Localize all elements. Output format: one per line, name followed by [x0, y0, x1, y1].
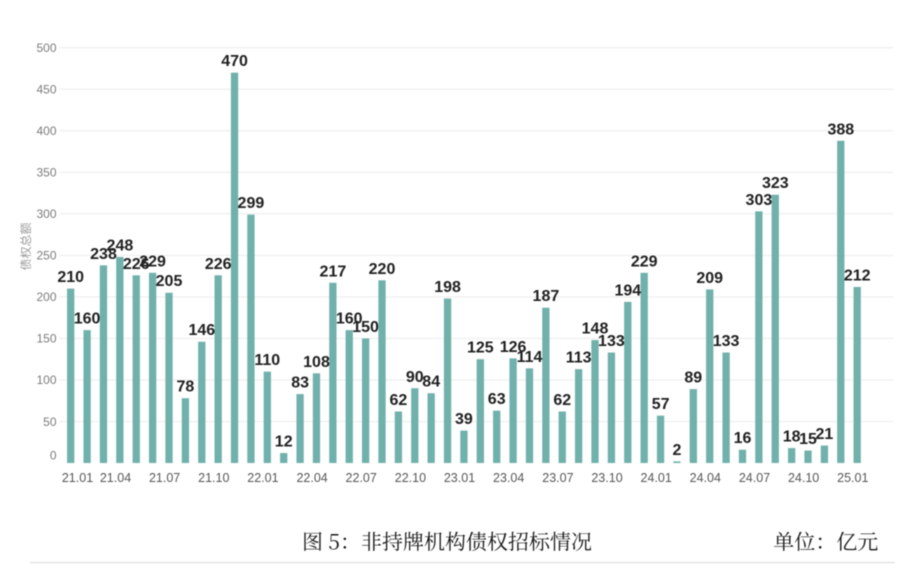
- svg-text:150: 150: [36, 332, 56, 346]
- svg-text:248: 248: [107, 238, 134, 255]
- svg-text:400: 400: [36, 124, 56, 138]
- svg-text:22.04: 22.04: [296, 471, 327, 485]
- svg-text:205: 205: [156, 273, 183, 290]
- svg-text:133: 133: [713, 333, 740, 350]
- svg-text:250: 250: [36, 249, 56, 263]
- svg-text:84: 84: [422, 374, 440, 391]
- svg-text:22.07: 22.07: [346, 471, 377, 485]
- svg-text:226: 226: [123, 256, 150, 273]
- svg-text:0: 0: [50, 449, 57, 463]
- svg-text:21.07: 21.07: [149, 471, 180, 485]
- svg-text:23.04: 23.04: [493, 471, 524, 485]
- svg-text:24.07: 24.07: [739, 471, 770, 485]
- svg-text:21: 21: [816, 426, 834, 443]
- svg-text:150: 150: [352, 319, 379, 336]
- svg-text:210: 210: [57, 269, 84, 286]
- svg-text:187: 187: [533, 288, 560, 305]
- svg-text:21.10: 21.10: [198, 471, 229, 485]
- svg-text:450: 450: [36, 83, 56, 97]
- svg-text:24.10: 24.10: [788, 471, 819, 485]
- svg-text:229: 229: [631, 253, 658, 270]
- svg-text:212: 212: [844, 267, 871, 284]
- svg-text:24.01: 24.01: [641, 471, 672, 485]
- svg-text:78: 78: [177, 379, 195, 396]
- svg-text:62: 62: [553, 392, 571, 409]
- svg-text:90: 90: [406, 369, 424, 386]
- svg-text:350: 350: [36, 166, 56, 180]
- svg-text:23.01: 23.01: [444, 471, 475, 485]
- svg-text:303: 303: [746, 192, 773, 209]
- svg-text:113: 113: [566, 350, 592, 367]
- svg-text:39: 39: [455, 411, 473, 428]
- svg-text:238: 238: [90, 246, 117, 263]
- svg-text:148: 148: [582, 321, 609, 338]
- svg-text:24.04: 24.04: [690, 471, 721, 485]
- svg-text:22.01: 22.01: [247, 471, 278, 485]
- svg-text:194: 194: [614, 282, 641, 299]
- svg-text:209: 209: [696, 270, 723, 287]
- svg-text:226: 226: [205, 256, 232, 273]
- svg-text:83: 83: [291, 375, 309, 392]
- svg-text:160: 160: [74, 311, 101, 328]
- svg-text:323: 323: [762, 175, 789, 192]
- svg-text:62: 62: [390, 392, 408, 409]
- svg-text:108: 108: [303, 354, 330, 371]
- svg-text:50: 50: [43, 415, 57, 429]
- svg-text:299: 299: [238, 195, 265, 212]
- svg-text:200: 200: [36, 290, 56, 304]
- svg-text:100: 100: [36, 373, 56, 387]
- svg-text:25.01: 25.01: [837, 471, 868, 485]
- svg-text:388: 388: [827, 121, 854, 138]
- svg-text:217: 217: [320, 263, 347, 280]
- svg-text:21.04: 21.04: [100, 471, 131, 485]
- svg-text:126: 126: [500, 339, 527, 356]
- svg-text:89: 89: [684, 370, 702, 387]
- svg-text:23.07: 23.07: [542, 471, 573, 485]
- svg-text:160: 160: [336, 311, 363, 328]
- svg-text:63: 63: [488, 391, 506, 408]
- svg-text:21.01: 21.01: [62, 471, 93, 485]
- svg-text:18: 18: [783, 429, 801, 446]
- svg-text:2: 2: [672, 442, 681, 459]
- svg-text:125: 125: [467, 340, 494, 357]
- svg-text:133: 133: [598, 333, 625, 350]
- svg-text:300: 300: [36, 207, 56, 221]
- svg-text:15: 15: [799, 431, 817, 448]
- svg-text:23.10: 23.10: [591, 471, 622, 485]
- svg-text:110: 110: [254, 352, 280, 369]
- svg-text:198: 198: [434, 279, 461, 296]
- svg-text:500: 500: [36, 41, 56, 55]
- svg-text:229: 229: [139, 253, 166, 270]
- svg-text:57: 57: [652, 396, 670, 413]
- svg-text:114: 114: [517, 349, 543, 366]
- svg-text:16: 16: [734, 430, 752, 447]
- svg-text:220: 220: [369, 261, 396, 278]
- svg-text:12: 12: [275, 434, 293, 451]
- svg-text:22.10: 22.10: [395, 471, 426, 485]
- svg-text:146: 146: [188, 322, 215, 339]
- svg-text:470: 470: [221, 53, 248, 70]
